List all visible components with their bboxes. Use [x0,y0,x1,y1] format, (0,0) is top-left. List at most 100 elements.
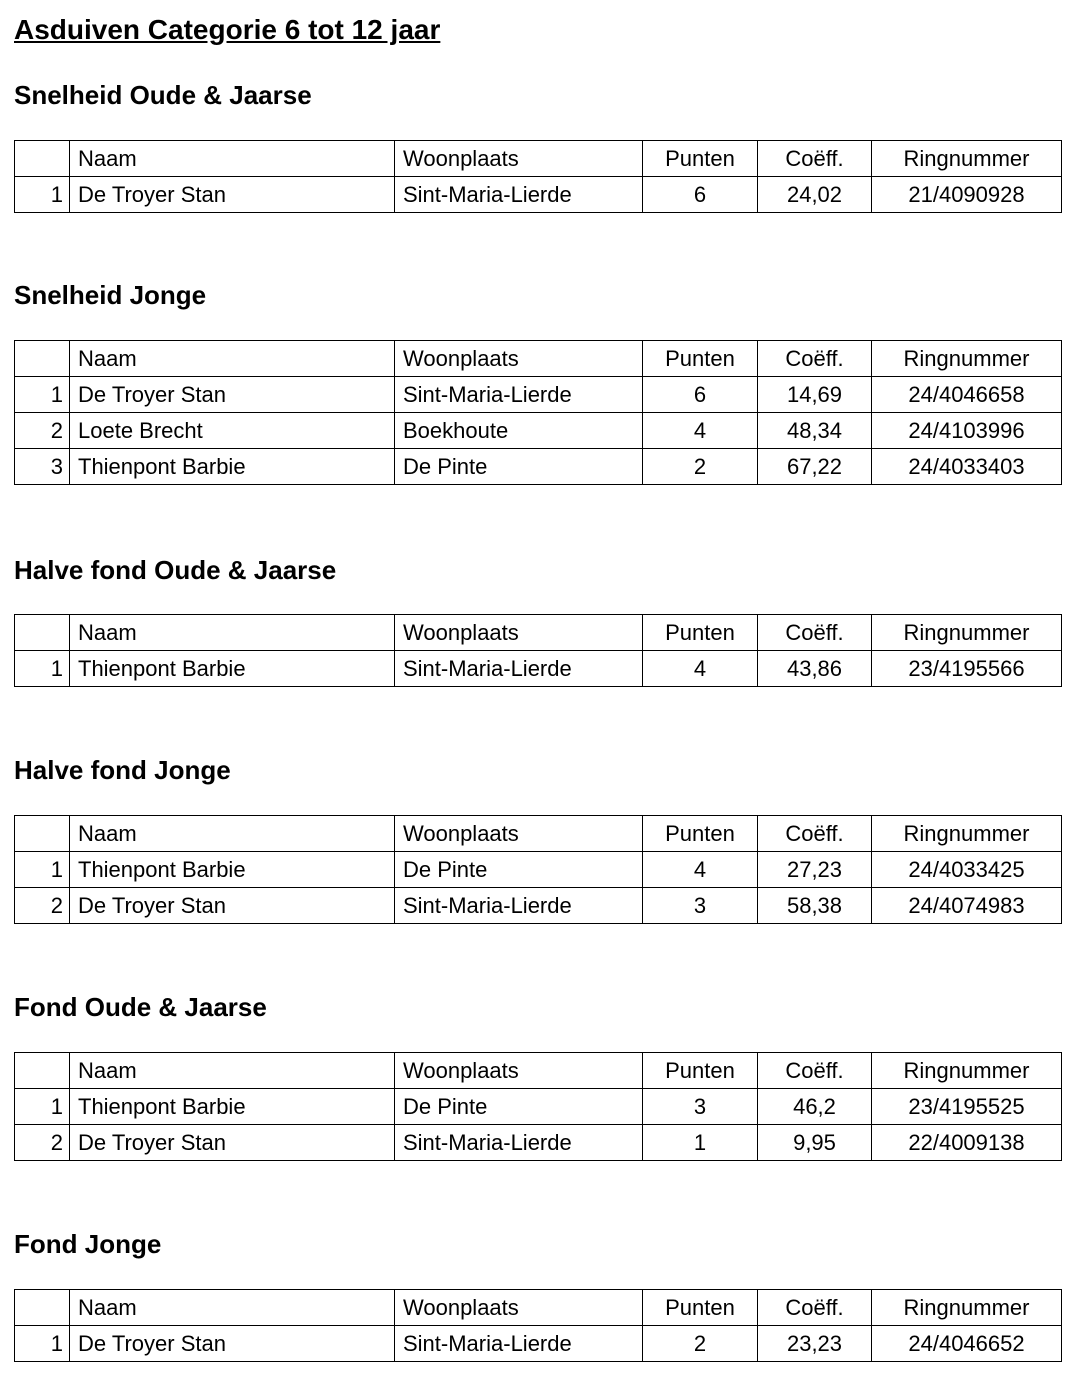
results-table: Naam Woonplaats Punten Coëff. Ringnummer 1 Thi… [14,614,1062,687]
cell-naam: Thienpont Barbie [69,448,395,485]
cell-ringnummer: 23/4195525 [871,1088,1062,1125]
cell-naam: Thienpont Barbie [69,851,395,888]
cell-woonplaats: Sint-Maria-Lierde [394,176,643,213]
cell-coeff: 27,23 [757,851,872,888]
cell-rank: 1 [14,376,70,413]
cell-ringnummer: 24/4046658 [871,376,1062,413]
cell-coeff: 43,86 [757,650,872,687]
table-header-row: Naam Woonplaats Punten Coëff. Ringnummer [14,1289,1062,1326]
column-header-ringnummer: Ringnummer [871,340,1062,377]
table-row: 1 De Troyer Stan Sint-Maria-Lierde 2 23,23 24… [14,1325,1062,1362]
results-table: Naam Woonplaats Punten Coëff. Ringnummer 1 De … [14,340,1062,485]
column-header-rank [14,340,70,377]
cell-woonplaats: De Pinte [394,1088,643,1125]
column-header-punten: Punten [642,1289,758,1326]
cell-punten: 2 [642,1325,758,1362]
cell-rank: 3 [14,448,70,485]
cell-punten: 2 [642,448,758,485]
cell-naam: De Troyer Stan [69,1325,395,1362]
column-header-naam: Naam [69,1052,395,1089]
column-header-woonplaats: Woonplaats [394,140,643,177]
section-heading: Snelheid Jonge [14,280,207,310]
column-header-woonplaats: Woonplaats [394,340,643,377]
table-row: 2 De Troyer Stan Sint-Maria-Lierde 1 9,95 22/… [14,1124,1062,1161]
cell-naam: De Troyer Stan [69,887,395,924]
cell-woonplaats: Sint-Maria-Lierde [394,376,643,413]
table-row: 2 Loete Brecht Boekhoute 4 48,34 24/4103996 [14,412,1062,449]
cell-rank: 2 [14,412,70,449]
column-header-ringnummer: Ringnummer [871,815,1062,852]
table-row: 1 Thienpont Barbie De Pinte 4 27,23 24/403342… [14,851,1062,888]
column-header-rank [14,1052,70,1089]
cell-punten: 4 [642,650,758,687]
column-header-ringnummer: Ringnummer [871,140,1062,177]
results-table: Naam Woonplaats Punten Coëff. Ringnummer 1 Thi… [14,815,1062,924]
table-row: 2 De Troyer Stan Sint-Maria-Lierde 3 58,38 24… [14,887,1062,924]
column-header-naam: Naam [69,140,395,177]
column-header-naam: Naam [69,340,395,377]
cell-punten: 4 [642,412,758,449]
cell-coeff: 24,02 [757,176,872,213]
column-header-naam: Naam [69,815,395,852]
cell-naam: De Troyer Stan [69,376,395,413]
column-header-woonplaats: Woonplaats [394,614,643,651]
column-header-rank [14,1289,70,1326]
cell-naam: Loete Brecht [69,412,395,449]
table-header-row: Naam Woonplaats Punten Coëff. Ringnummer [14,340,1062,377]
cell-coeff: 67,22 [757,448,872,485]
table-row: 3 Thienpont Barbie De Pinte 2 67,22 24/403340… [14,448,1062,485]
column-header-naam: Naam [69,1289,395,1326]
table-header-row: Naam Woonplaats Punten Coëff. Ringnummer [14,1052,1062,1089]
column-header-coeff: Coëff. [757,340,872,377]
cell-rank: 2 [14,887,70,924]
cell-punten: 6 [642,176,758,213]
column-header-coeff: Coëff. [757,140,872,177]
table-row: 1 De Troyer Stan Sint-Maria-Lierde 6 14,69 24… [14,376,1062,413]
cell-woonplaats: Sint-Maria-Lierde [394,1124,643,1161]
column-header-punten: Punten [642,340,758,377]
table-row: 1 Thienpont Barbie Sint-Maria-Lierde 4 43,86… [14,650,1062,687]
cell-naam: Thienpont Barbie [69,650,395,687]
section-heading: Fond Jonge [14,1229,162,1259]
cell-rank: 2 [14,1124,70,1161]
column-header-naam: Naam [69,614,395,651]
column-header-punten: Punten [642,1052,758,1089]
table-header-row: Naam Woonplaats Punten Coëff. Ringnummer [14,140,1062,177]
results-table: Naam Woonplaats Punten Coëff. Ringnummer 1 Thi… [14,1052,1062,1161]
cell-coeff: 58,38 [757,887,872,924]
cell-ringnummer: 21/4090928 [871,176,1062,213]
cell-rank: 1 [14,1325,70,1362]
cell-ringnummer: 24/4103996 [871,412,1062,449]
cell-woonplaats: De Pinte [394,448,643,485]
column-header-coeff: Coëff. [757,815,872,852]
cell-naam: De Troyer Stan [69,1124,395,1161]
cell-naam: De Troyer Stan [69,176,395,213]
section-heading: Halve fond Jonge [14,755,231,785]
column-header-coeff: Coëff. [757,1289,872,1326]
column-header-woonplaats: Woonplaats [394,1289,643,1326]
column-header-punten: Punten [642,815,758,852]
cell-rank: 1 [14,851,70,888]
column-header-rank [14,614,70,651]
cell-woonplaats: Sint-Maria-Lierde [394,887,643,924]
table-row: 1 De Troyer Stan Sint-Maria-Lierde 6 24,02 21… [14,176,1062,213]
cell-woonplaats: Sint-Maria-Lierde [394,1325,643,1362]
cell-rank: 1 [14,650,70,687]
column-header-coeff: Coëff. [757,1052,872,1089]
column-header-ringnummer: Ringnummer [871,614,1062,651]
cell-punten: 3 [642,887,758,924]
cell-naam: Thienpont Barbie [69,1088,395,1125]
results-table: Naam Woonplaats Punten Coëff. Ringnummer 1 De … [14,140,1062,213]
cell-punten: 4 [642,851,758,888]
table-header-row: Naam Woonplaats Punten Coëff. Ringnummer [14,614,1062,651]
column-header-punten: Punten [642,614,758,651]
section-heading: Snelheid Oude & Jaarse [14,80,312,110]
table-row: 1 Thienpont Barbie De Pinte 3 46,2 23/4195525 [14,1088,1062,1125]
column-header-woonplaats: Woonplaats [394,1052,643,1089]
cell-punten: 3 [642,1088,758,1125]
results-table: Naam Woonplaats Punten Coëff. Ringnummer 1 De … [14,1289,1062,1362]
column-header-woonplaats: Woonplaats [394,815,643,852]
section-heading: Fond Oude & Jaarse [14,992,267,1022]
cell-rank: 1 [14,176,70,213]
cell-punten: 1 [642,1124,758,1161]
